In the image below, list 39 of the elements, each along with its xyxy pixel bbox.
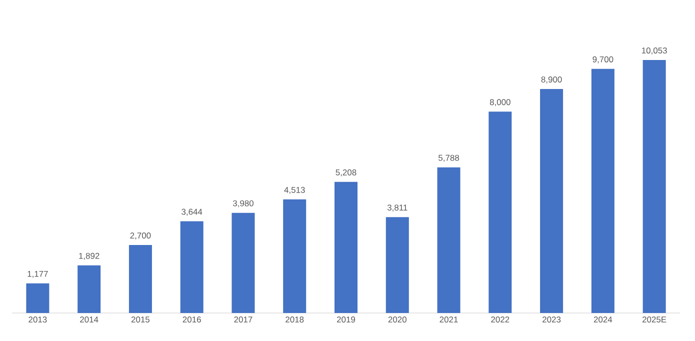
x-tick-label: 2023 — [542, 316, 561, 323]
x-tick-label: 2019 — [337, 316, 356, 323]
x-tick-label: 2024 — [594, 316, 612, 323]
data-label: 3,811 — [387, 204, 408, 212]
data-label: 5,788 — [438, 154, 459, 162]
bar — [78, 265, 101, 313]
data-label: 3,980 — [232, 200, 254, 208]
data-label: 9,700 — [592, 56, 614, 64]
x-tick-label: 2022 — [491, 316, 510, 323]
x-tick-label: 2021 — [440, 316, 458, 323]
data-label: 2,700 — [130, 232, 151, 240]
bar — [26, 283, 50, 313]
x-tick-label: 2017 — [234, 316, 252, 323]
data-label: 1,177 — [28, 270, 48, 278]
bar — [437, 167, 460, 313]
data-label: 8,000 — [490, 99, 510, 106]
bar — [232, 212, 255, 313]
x-tick-label: 2016 — [182, 316, 201, 323]
data-label: 8,900 — [541, 76, 562, 84]
bar — [334, 182, 358, 313]
bar — [591, 68, 614, 313]
data-label: 10,053 — [642, 47, 667, 54]
x-tick-label: 2014 — [80, 316, 98, 323]
data-label: 1,892 — [79, 252, 100, 260]
data-label: 3,644 — [182, 208, 202, 216]
data-label: 4,513 — [284, 186, 305, 194]
bar — [128, 245, 152, 313]
bar — [540, 89, 564, 313]
bar — [386, 217, 409, 313]
x-tick-label: 2020 — [388, 316, 406, 323]
x-tick-label: 2015 — [131, 316, 150, 323]
x-tick-label: 2025E — [642, 316, 666, 323]
bar — [642, 60, 666, 313]
data-label: 5,208 — [336, 169, 356, 176]
bar — [488, 112, 512, 313]
bar — [180, 221, 204, 313]
x-tick-label: 2013 — [28, 316, 47, 323]
x-tick-label: 2018 — [286, 316, 304, 323]
bar — [283, 199, 306, 313]
